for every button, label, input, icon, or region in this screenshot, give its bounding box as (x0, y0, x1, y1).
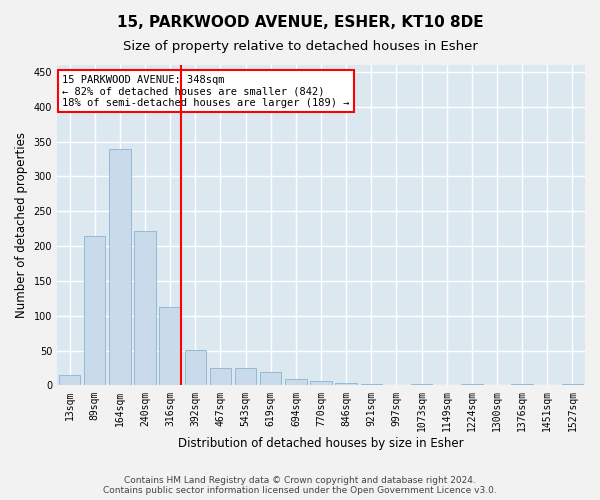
Bar (59, 375, 80, 386)
Bar (134, 231, 156, 386)
Text: 15 PARKWOOD AVENUE: 348sqm
← 82% of detached houses are smaller (842)
18% of sem: 15 PARKWOOD AVENUE: 348sqm ← 82% of deta… (62, 74, 350, 108)
Bar (310, 382, 332, 386)
Text: 15, PARKWOOD AVENUE, ESHER, KT10 8DE: 15, PARKWOOD AVENUE, ESHER, KT10 8DE (116, 15, 484, 30)
Bar (160, 308, 181, 386)
Bar (461, 384, 482, 386)
Bar (185, 350, 206, 386)
Bar (335, 382, 357, 386)
Bar (511, 384, 533, 386)
Bar (210, 368, 231, 386)
Text: Size of property relative to detached houses in Esher: Size of property relative to detached ho… (122, 40, 478, 53)
Bar (361, 384, 382, 386)
Bar (84, 236, 106, 386)
Y-axis label: Number of detached properties: Number of detached properties (15, 132, 28, 318)
X-axis label: Distribution of detached houses by size in Esher: Distribution of detached houses by size … (178, 437, 464, 450)
Bar (109, 148, 131, 386)
Bar (260, 372, 281, 386)
Bar (285, 379, 307, 386)
Text: Contains HM Land Registry data © Crown copyright and database right 2024.
Contai: Contains HM Land Registry data © Crown c… (103, 476, 497, 495)
Bar (411, 384, 432, 386)
Bar (235, 368, 256, 386)
Bar (562, 384, 583, 386)
